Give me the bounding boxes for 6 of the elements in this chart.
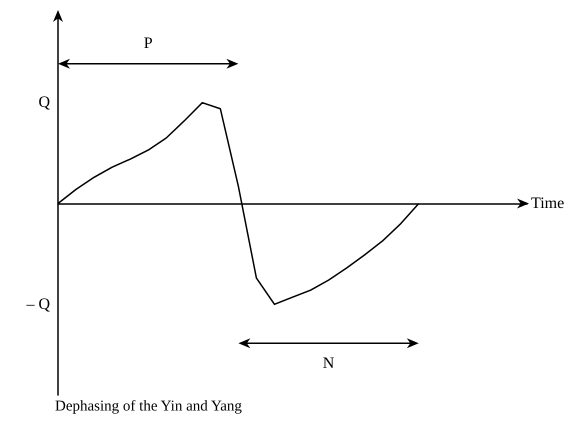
text: – Q: [25, 296, 50, 313]
text: Dephasing of the Yin and Yang: [55, 398, 242, 414]
text: Q: [38, 94, 50, 112]
text: P: [144, 35, 153, 52]
text: N: [322, 354, 335, 372]
x-axis-title: Time: [531, 195, 564, 212]
